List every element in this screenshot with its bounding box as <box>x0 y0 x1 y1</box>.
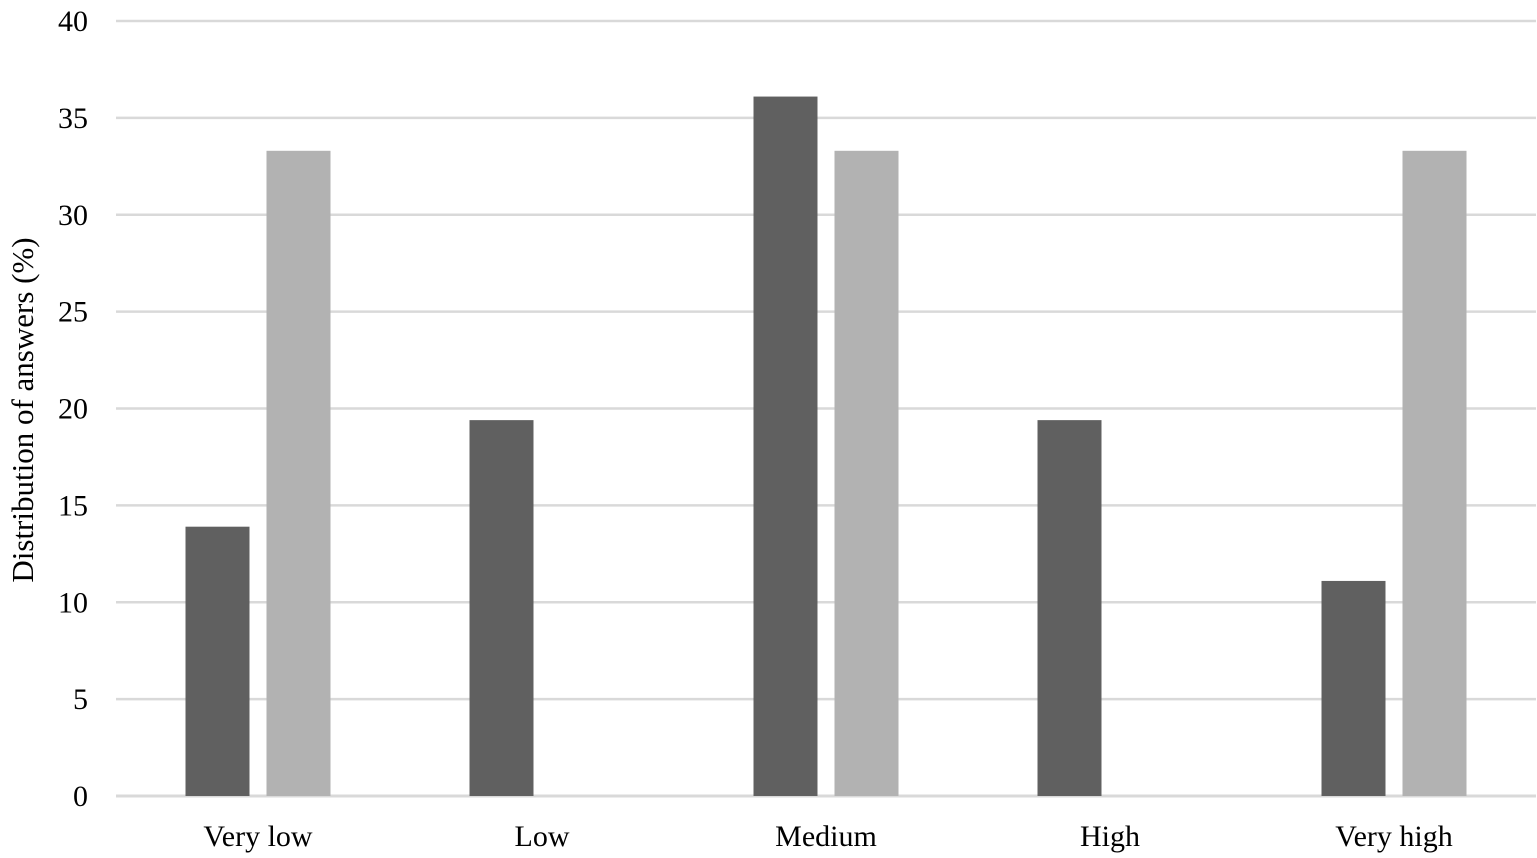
x-tick-label: High <box>1080 820 1140 853</box>
x-axis-ticks: Very low Low Medium High Very high <box>203 820 1452 853</box>
bar-series-1 <box>753 96 818 796</box>
gridlines <box>116 19 1536 798</box>
y-tick-label: 10 <box>58 586 88 619</box>
y-tick-label: 30 <box>58 199 88 232</box>
y-tick-label: 0 <box>73 780 88 813</box>
x-tick-label: Very low <box>203 820 312 853</box>
bar-series-2 <box>266 150 331 796</box>
bar-series-1 <box>185 526 250 796</box>
y-tick-label: 20 <box>58 393 88 426</box>
y-tick-label: 40 <box>58 5 88 38</box>
bar-series-1 <box>469 420 534 796</box>
y-axis-ticks: 0 5 10 15 20 25 30 35 40 <box>58 5 88 813</box>
x-tick-label: Very high <box>1335 820 1452 853</box>
bar-series-2 <box>1402 150 1467 796</box>
bar-series-1 <box>1037 420 1102 796</box>
y-tick-label: 25 <box>58 296 88 329</box>
y-tick-label: 15 <box>58 489 88 522</box>
y-axis-title: Distribution of answers (%) <box>5 237 40 582</box>
x-tick-label: Medium <box>775 820 877 853</box>
bar-series-2 <box>834 150 899 796</box>
bar-series-1 <box>1321 580 1386 796</box>
x-tick-label: Low <box>515 820 570 853</box>
bars <box>185 96 1467 796</box>
y-tick-label: 35 <box>58 102 88 135</box>
y-tick-label: 5 <box>73 683 88 716</box>
